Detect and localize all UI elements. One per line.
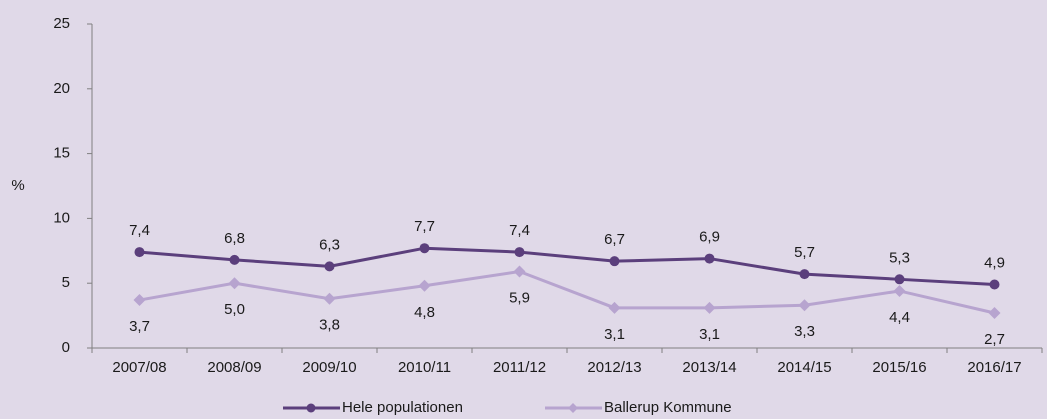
data-label: 3,1 xyxy=(699,326,720,343)
x-tick-label: 2009/10 xyxy=(302,359,356,376)
y-axis-label: % xyxy=(11,177,24,194)
point xyxy=(133,294,146,307)
point xyxy=(513,265,526,278)
point xyxy=(514,247,525,258)
data-label: 7,7 xyxy=(414,218,435,235)
point xyxy=(228,277,241,290)
point xyxy=(134,247,145,258)
point xyxy=(323,292,336,305)
x-tick-label: 2008/09 xyxy=(207,359,261,376)
x-tick-label: 2007/08 xyxy=(112,359,166,376)
data-label: 7,4 xyxy=(509,222,530,239)
data-label: 3,1 xyxy=(604,326,625,343)
x-tick-label: 2010/11 xyxy=(398,359,451,376)
series-line xyxy=(139,246,995,286)
x-tick-label: 2014/15 xyxy=(777,359,831,376)
data-label: 4,8 xyxy=(414,304,435,321)
x-tick-label: 2015/16 xyxy=(872,359,926,376)
point xyxy=(419,243,430,254)
data-label: 5,7 xyxy=(794,244,815,261)
point xyxy=(989,279,1000,290)
legend-label: Hele populationen xyxy=(342,399,463,416)
data-label: 6,9 xyxy=(699,229,720,246)
point xyxy=(704,253,715,264)
data-label: 5,9 xyxy=(509,290,530,307)
point xyxy=(894,274,905,285)
data-label: 6,3 xyxy=(319,236,340,253)
y-tick-label: 10 xyxy=(53,209,70,226)
legend-label: Ballerup Kommune xyxy=(604,399,732,416)
data-label: 4,9 xyxy=(984,254,1005,271)
data-label: 5,3 xyxy=(889,249,910,266)
point xyxy=(703,301,716,314)
x-tick-label: 2012/13 xyxy=(587,359,641,376)
data-label: 2,7 xyxy=(984,331,1005,348)
point xyxy=(988,307,1001,320)
x-tick-label: 2016/17 xyxy=(967,359,1021,376)
data-label: 4,4 xyxy=(889,309,910,326)
data-label: 3,3 xyxy=(794,323,815,340)
data-label: 3,7 xyxy=(129,318,150,335)
point xyxy=(608,301,621,314)
series-line xyxy=(139,269,995,315)
data-label: 6,7 xyxy=(604,231,625,248)
data-label: 3,8 xyxy=(319,317,340,334)
data-label: 7,4 xyxy=(129,222,150,239)
point xyxy=(229,254,240,265)
point xyxy=(609,256,620,267)
x-tick-label: 2013/14 xyxy=(682,359,736,376)
y-tick-label: 5 xyxy=(62,274,70,291)
data-label: 6,8 xyxy=(224,230,245,247)
y-tick-label: 0 xyxy=(62,339,70,356)
legend-marker xyxy=(568,403,578,413)
y-tick-label: 15 xyxy=(53,145,70,162)
point xyxy=(893,284,906,297)
point xyxy=(324,261,335,272)
y-tick-label: 20 xyxy=(53,80,70,97)
x-tick-label: 2011/12 xyxy=(493,359,546,376)
point xyxy=(418,279,431,292)
point xyxy=(798,299,811,312)
legend-marker xyxy=(306,403,316,413)
data-label: 5,0 xyxy=(224,301,245,318)
y-tick-label: 25 xyxy=(53,15,70,32)
point xyxy=(799,269,810,280)
